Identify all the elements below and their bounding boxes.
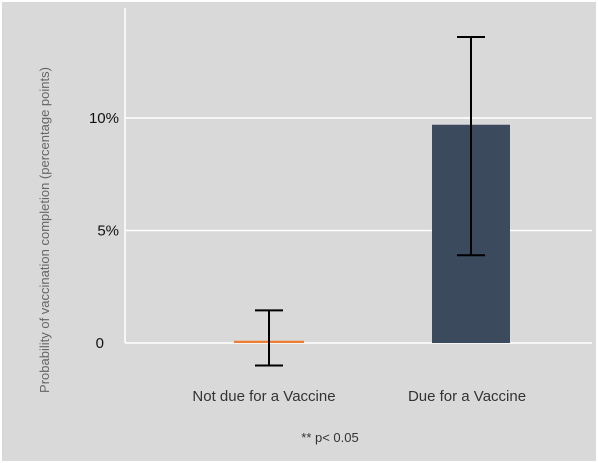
category-label-0: Not due for a Vaccine [192, 388, 335, 405]
y-tick-labels: 0 5% 10% [89, 110, 119, 352]
error-bar-0 [255, 309, 283, 367]
error-bars [255, 36, 485, 367]
gridlines [125, 117, 592, 344]
y-axis-label: Probability of vaccination completion (p… [37, 67, 52, 393]
y-tick-label-2: 10% [89, 110, 119, 127]
y-tick-label-0: 0 [96, 335, 104, 352]
significance-footnote: ** p< 0.05 [301, 430, 358, 445]
category-labels: Not due for a Vaccine Due for a Vaccine [192, 388, 526, 405]
y-tick-label-1: 5% [97, 223, 119, 240]
category-label-1: Due for a Vaccine [408, 388, 526, 405]
error-bar-1 [457, 36, 485, 257]
